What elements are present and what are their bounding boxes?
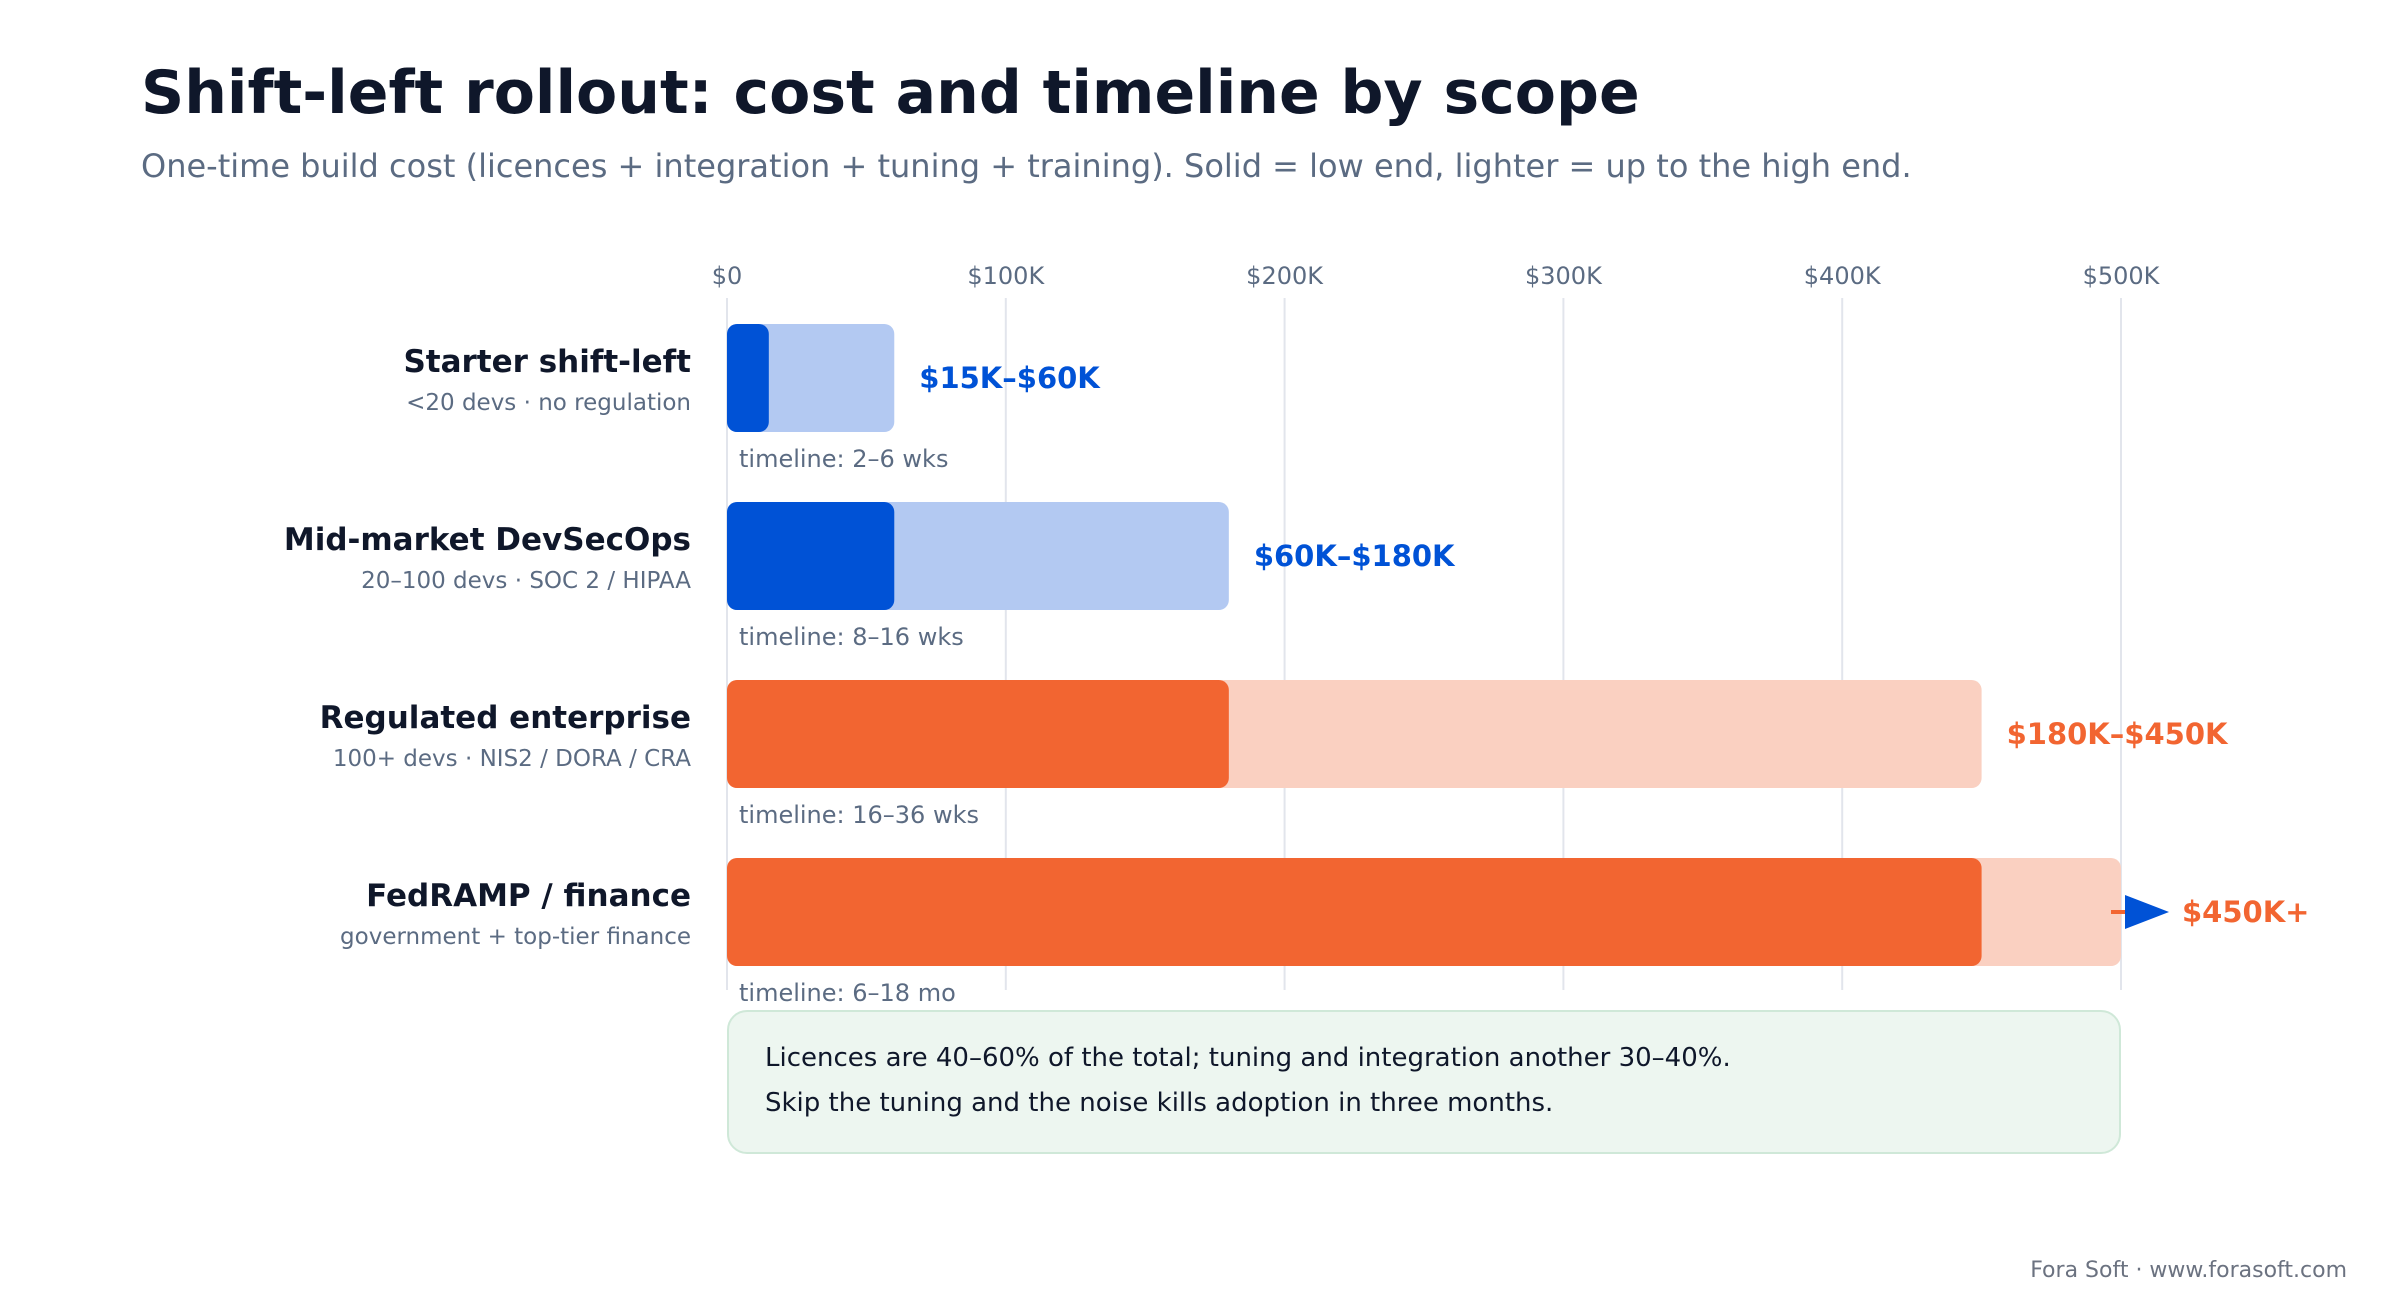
x-tick-label: $400K [1804, 262, 1882, 290]
category-label: Mid-market DevSecOps [284, 522, 691, 558]
footer-credit: Fora Soft · www.forasoft.com [2030, 1258, 2347, 1283]
value-range-label: $60K–$180K [1254, 539, 1456, 573]
note-line-1: Licences are 40–60% of the total; tuning… [765, 1043, 1731, 1073]
chart-subtitle: One-time build cost (licences + integrat… [141, 147, 1912, 185]
category-label: Regulated enterprise [320, 700, 691, 736]
timeline-label: timeline: 16–36 wks [739, 801, 979, 829]
bar-low-end [727, 502, 895, 610]
bar-low-end [727, 324, 769, 432]
bar-low-end [727, 858, 1982, 966]
arrow-right-icon [2125, 895, 2169, 929]
category-description: government + top-tier finance [340, 924, 691, 950]
timeline-label: timeline: 6–18 mo [739, 979, 956, 1007]
value-range-label: $180K–$450K [2007, 717, 2229, 751]
timeline-label: timeline: 8–16 wks [739, 623, 964, 651]
category-description: <20 devs · no regulation [406, 390, 691, 416]
bar-low-end [727, 680, 1229, 788]
x-tick-label: $0 [712, 262, 743, 290]
category-label: Starter shift-left [403, 344, 691, 380]
x-tick-label: $500K [2083, 262, 2161, 290]
category-description: 20–100 devs · SOC 2 / HIPAA [361, 568, 691, 594]
value-range-label: $450K+ [2182, 895, 2309, 929]
x-tick-label: $200K [1246, 262, 1324, 290]
note-box: Licences are 40–60% of the total; tuning… [727, 1010, 2121, 1154]
category-description: 100+ devs · NIS2 / DORA / CRA [333, 746, 691, 772]
chart-title: Shift-left rollout: cost and timeline by… [141, 58, 1640, 128]
timeline-label: timeline: 2–6 wks [739, 445, 948, 473]
cost-range-chart: $0 $100K $200K $300K $400K $500K Starter shift… [284, 262, 2310, 1007]
x-tick-label: $100K [967, 262, 1045, 290]
category-label: FedRAMP / finance [366, 878, 691, 914]
x-tick-label: $300K [1525, 262, 1603, 290]
note-line-2: Skip the tuning and the noise kills adop… [765, 1088, 1554, 1118]
value-range-label: $15K–$60K [919, 361, 1101, 395]
